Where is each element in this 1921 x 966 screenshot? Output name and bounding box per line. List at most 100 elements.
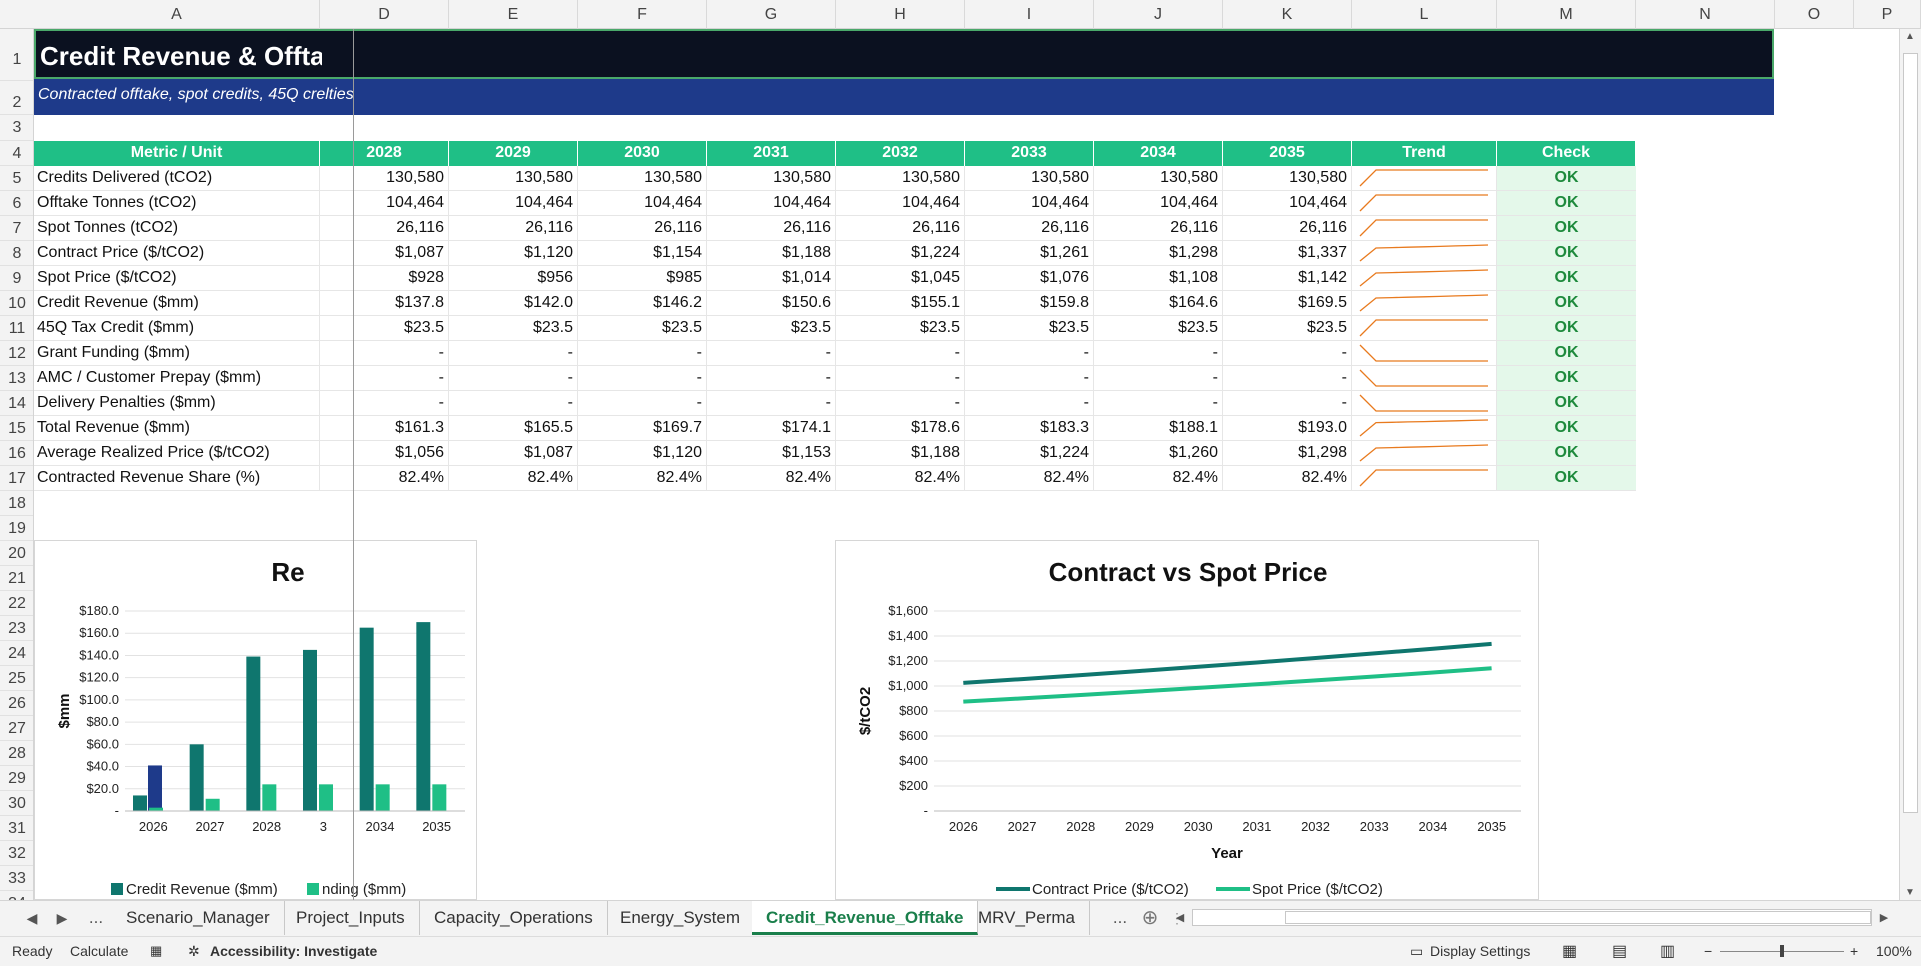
row-header-9[interactable]: 9 xyxy=(0,266,33,291)
metric-value[interactable]: - xyxy=(578,391,707,416)
row-header-3[interactable]: 3 xyxy=(0,115,33,141)
row-header-13[interactable]: 13 xyxy=(0,366,33,391)
column-header-k[interactable]: K xyxy=(1223,0,1352,29)
metric-value[interactable]: $1,224 xyxy=(836,241,965,266)
row-header-26[interactable]: 26 xyxy=(0,691,33,716)
horizontal-scroll-thumb[interactable] xyxy=(1285,911,1871,924)
price-line-chart[interactable]: Contract vs Spot Price $/tCO2 Year $1,600 $1… xyxy=(835,540,1539,900)
metric-value[interactable]: 82.4% xyxy=(836,466,965,491)
row-header-21[interactable]: 21 xyxy=(0,566,33,591)
metric-value[interactable]: $23.5 xyxy=(707,316,836,341)
hscroll-left-icon[interactable]: ◀ xyxy=(1175,912,1185,924)
row-header-2[interactable]: 2 xyxy=(0,81,33,115)
metric-value[interactable]: $928 xyxy=(320,266,449,291)
status-calculate-button[interactable]: Calculate xyxy=(70,943,129,959)
row-header-8[interactable]: 8 xyxy=(0,241,33,266)
add-sheet-button[interactable]: ⊕ xyxy=(1141,907,1159,929)
row-header-31[interactable]: 31 xyxy=(0,816,33,841)
metric-value[interactable]: $1,188 xyxy=(836,441,965,466)
row-header-4[interactable]: 4 xyxy=(0,141,33,166)
add-sheet-icon[interactable] xyxy=(1108,901,1132,935)
metric-value[interactable]: $23.5 xyxy=(578,316,707,341)
metric-value[interactable]: 82.4% xyxy=(578,466,707,491)
zoom-slider[interactable] xyxy=(1720,945,1844,957)
metric-value[interactable]: - xyxy=(707,341,836,366)
metric-value[interactable]: - xyxy=(836,366,965,391)
metric-value[interactable]: $1,261 xyxy=(965,241,1094,266)
row-header-15[interactable]: 15 xyxy=(0,416,33,441)
metric-value[interactable]: - xyxy=(965,341,1094,366)
sheet-tab-mrv-perma[interactable]: MRV_Perma xyxy=(964,901,1090,935)
row-header-33[interactable]: 33 xyxy=(0,866,33,891)
revenue-bar-chart[interactable]: Re $mm $180.0 $160.0 $140.0 $120.0 $100.0 $80.0… xyxy=(34,540,477,900)
column-header-d[interactable]: D xyxy=(320,0,449,29)
metric-value[interactable]: 82.4% xyxy=(1223,466,1352,491)
page-break-icon[interactable]: ▥ xyxy=(1660,943,1676,960)
row-header-22[interactable]: 22 xyxy=(0,591,33,616)
metric-value[interactable]: $23.5 xyxy=(965,316,1094,341)
row-header-27[interactable]: 27 xyxy=(0,716,33,741)
row-header-6[interactable]: 6 xyxy=(0,191,33,216)
prev-sheet-icon[interactable]: ◀ xyxy=(26,910,38,926)
metric-value[interactable]: 130,580 xyxy=(1223,166,1352,191)
metric-value[interactable]: - xyxy=(1094,341,1223,366)
metric-value[interactable]: 82.4% xyxy=(1094,466,1223,491)
row-header-29[interactable]: 29 xyxy=(0,766,33,791)
hscroll-right-icon[interactable]: ▶ xyxy=(1879,912,1889,924)
row-header-1[interactable]: 1 xyxy=(0,29,33,81)
metric-value[interactable]: $1,056 xyxy=(320,441,449,466)
zoom-slider-thumb[interactable] xyxy=(1780,945,1784,957)
metric-value[interactable]: - xyxy=(965,391,1094,416)
metric-value[interactable]: - xyxy=(1223,341,1352,366)
metric-value[interactable]: $1,337 xyxy=(1223,241,1352,266)
metric-value[interactable]: - xyxy=(320,391,449,416)
zoom-in-icon[interactable]: + xyxy=(1850,943,1859,959)
metric-value[interactable]: - xyxy=(449,366,578,391)
metric-value[interactable]: 130,580 xyxy=(965,166,1094,191)
next-sheet-icon[interactable]: ▶ xyxy=(56,910,68,926)
horizontal-scrollbar[interactable] xyxy=(1192,909,1872,926)
metric-value[interactable]: $164.6 xyxy=(1094,291,1223,316)
metric-value[interactable]: $985 xyxy=(578,266,707,291)
metric-value[interactable]: $1,120 xyxy=(449,241,578,266)
row-header-28[interactable]: 28 xyxy=(0,741,33,766)
metric-value[interactable]: $1,087 xyxy=(449,441,578,466)
metric-value[interactable]: - xyxy=(1094,366,1223,391)
metric-value[interactable]: - xyxy=(965,366,1094,391)
metric-value[interactable]: $23.5 xyxy=(836,316,965,341)
column-header-g[interactable]: G xyxy=(707,0,836,29)
column-header-o[interactable]: O xyxy=(1775,0,1854,29)
metric-value[interactable]: $150.6 xyxy=(707,291,836,316)
metric-value[interactable]: - xyxy=(707,391,836,416)
metric-value[interactable]: - xyxy=(836,341,965,366)
metric-value[interactable]: $169.7 xyxy=(578,416,707,441)
column-header-m[interactable]: M xyxy=(1497,0,1636,29)
row-header-34[interactable]: 34 xyxy=(0,891,33,900)
sheet-tab-project-inputs[interactable]: Project_Inputs xyxy=(282,901,420,935)
metric-value[interactable]: $1,154 xyxy=(578,241,707,266)
metric-value[interactable]: $174.1 xyxy=(707,416,836,441)
metric-value[interactable]: 26,116 xyxy=(965,216,1094,241)
sheet-tab-credit-revenue-offtake[interactable]: Credit_Revenue_Offtake xyxy=(752,901,979,935)
metric-value[interactable]: 104,464 xyxy=(965,191,1094,216)
sheet-tab-capacity-operations[interactable]: Capacity_Operations xyxy=(420,901,608,935)
metric-value[interactable]: $1,045 xyxy=(836,266,965,291)
metric-value[interactable]: $165.5 xyxy=(449,416,578,441)
row-header-12[interactable]: 12 xyxy=(0,341,33,366)
row-header-19[interactable]: 19 xyxy=(0,516,33,541)
metric-value[interactable]: 82.4% xyxy=(320,466,449,491)
metric-value[interactable]: $193.0 xyxy=(1223,416,1352,441)
metric-value[interactable]: $137.8 xyxy=(320,291,449,316)
column-header-i[interactable]: I xyxy=(965,0,1094,29)
zoom-out-icon[interactable]: − xyxy=(1704,943,1713,959)
row-header-17[interactable]: 17 xyxy=(0,466,33,491)
column-header-p[interactable]: P xyxy=(1854,0,1921,29)
metric-value[interactable]: 104,464 xyxy=(320,191,449,216)
display-settings-icon[interactable]: ▭ xyxy=(1410,943,1424,959)
metric-value[interactable]: $159.8 xyxy=(965,291,1094,316)
more-sheets-left[interactable]: ... xyxy=(88,908,104,927)
metric-value[interactable]: 26,116 xyxy=(578,216,707,241)
metric-value[interactable]: 82.4% xyxy=(449,466,578,491)
column-header-j[interactable]: J xyxy=(1094,0,1223,29)
row-header-10[interactable]: 10 xyxy=(0,291,33,316)
